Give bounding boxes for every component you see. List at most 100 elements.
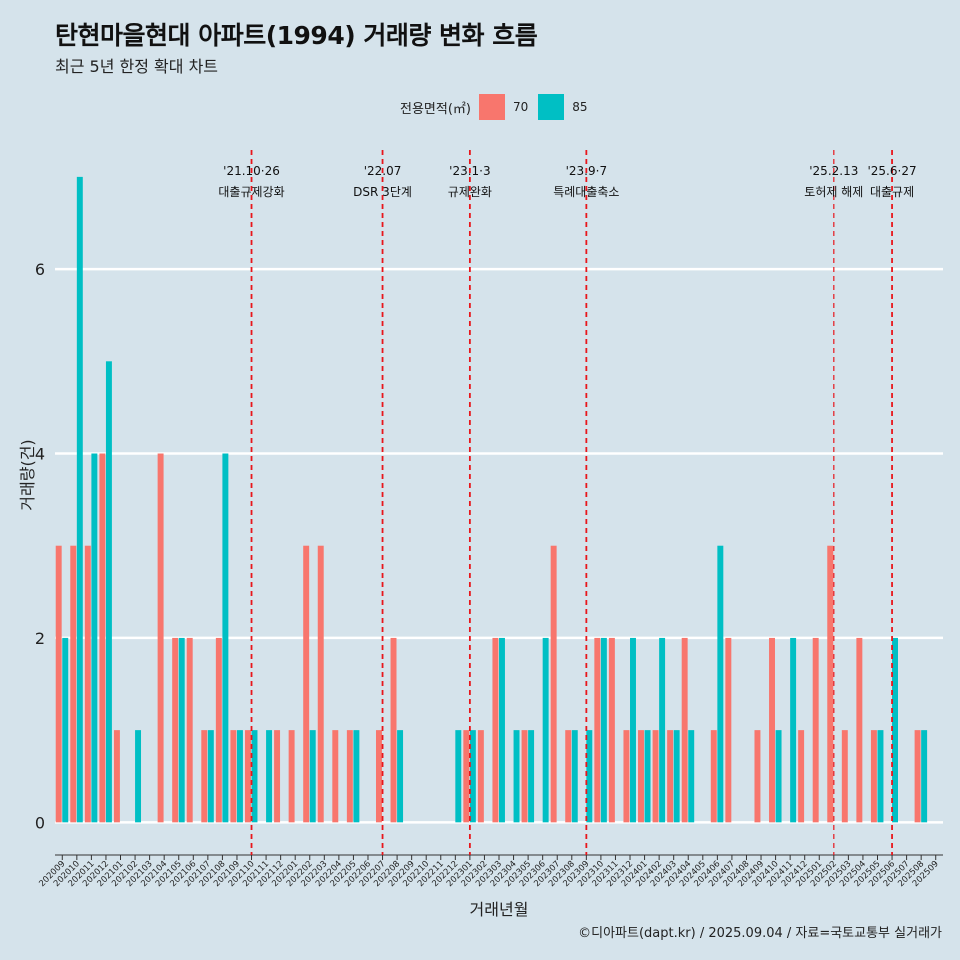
bar-70-202305 xyxy=(521,730,528,823)
bar-70-202107 xyxy=(201,730,208,823)
bar-85-202410 xyxy=(775,730,782,823)
bar-85-202401 xyxy=(644,730,651,823)
bar-70-202208 xyxy=(390,637,397,823)
event-name-label: 토허제 해제 xyxy=(804,185,863,199)
bar-70-202010 xyxy=(70,545,77,823)
event-name-label: DSR 3단계 xyxy=(353,185,412,199)
source-caption: ©디아파트(dapt.kr) / 2025.09.04 / 자료=국토교통부 실… xyxy=(578,926,942,941)
bar-85-202105 xyxy=(178,637,185,823)
bar-85-202110 xyxy=(251,730,258,823)
bar-70-202412 xyxy=(798,730,805,823)
bar-70-202106 xyxy=(186,637,193,823)
bar-85-202011 xyxy=(91,453,98,823)
bar-85-202404 xyxy=(688,730,695,823)
bar-70-202012 xyxy=(99,453,106,823)
bar-85-202111 xyxy=(266,730,273,823)
bar-70-202202 xyxy=(303,545,310,823)
bar-85-202012 xyxy=(105,361,112,823)
bar-85-202402 xyxy=(659,637,666,823)
bar-85-202010 xyxy=(76,176,83,823)
event-date-label: '23.1·3 xyxy=(449,164,490,178)
bar-70-202505 xyxy=(870,730,877,823)
bar-70-202303 xyxy=(492,637,499,823)
bar-85-202102 xyxy=(135,730,142,823)
bar-85-202301 xyxy=(469,730,476,823)
bar-85-202310 xyxy=(600,637,607,823)
bar-70-202105 xyxy=(172,637,179,823)
bar-70-202109 xyxy=(230,730,237,823)
bar-70-202406 xyxy=(710,730,717,823)
bar-85-202506 xyxy=(892,637,898,823)
bar-85-202308 xyxy=(571,730,578,823)
event-date-label: '21.10·26 xyxy=(223,164,280,178)
bar-70-202409 xyxy=(754,730,761,823)
bar-70-202101 xyxy=(113,730,120,823)
bar-70-202503 xyxy=(841,730,848,823)
bar-85-202108 xyxy=(222,453,229,823)
bar-85-202107 xyxy=(207,730,214,823)
bar-70-202203 xyxy=(317,545,324,823)
bar-70-202110 xyxy=(244,730,251,823)
bar-70-202312 xyxy=(623,730,630,823)
chart-subtitle: 최근 5년 한정 확대 차트 xyxy=(55,57,219,76)
bar-70-202310 xyxy=(594,637,601,823)
y-tick-label: 4 xyxy=(35,445,45,464)
bar-70-202011 xyxy=(84,545,91,823)
bar-70-202403 xyxy=(667,730,674,823)
bar-85-202306 xyxy=(542,637,549,823)
event-date-label: '23.9·7 xyxy=(566,164,607,178)
bar-70-202504 xyxy=(856,637,863,823)
bar-85-202205 xyxy=(353,730,360,823)
event-date-label: '25.6·27 xyxy=(867,164,916,178)
bar-70-202404 xyxy=(681,637,688,823)
bar-70-202009 xyxy=(55,545,62,823)
bar-85-202009 xyxy=(62,637,69,823)
bar-70-202308 xyxy=(565,730,572,823)
y-tick-label: 0 xyxy=(35,813,45,832)
bar-85-202309 xyxy=(586,730,593,823)
legend-label-70: 70 xyxy=(512,100,529,114)
event-date-label: '22.07 xyxy=(364,164,402,178)
bar-85-202304 xyxy=(513,730,520,823)
legend-key-85 xyxy=(538,94,565,120)
bar-85-202312 xyxy=(630,637,636,823)
legend-label-85: 85 xyxy=(572,100,588,114)
bar-85-202202 xyxy=(309,730,316,823)
bar-85-202303 xyxy=(499,637,505,823)
bar-70-202301 xyxy=(463,730,470,823)
bar-70-202205 xyxy=(346,730,353,823)
bar-85-202406 xyxy=(717,545,724,823)
bar-70-202104 xyxy=(157,453,164,823)
legend-key-70 xyxy=(478,94,505,120)
legend-title: 전용면적(㎡) xyxy=(400,101,471,117)
bar-70-202501 xyxy=(812,637,819,823)
bar-70-202401 xyxy=(638,730,644,823)
bar-85-202411 xyxy=(790,637,797,823)
bar-70-202407 xyxy=(725,637,732,823)
y-tick-label: 6 xyxy=(35,260,45,279)
bar-85-202208 xyxy=(397,730,404,823)
bar-85-202403 xyxy=(673,730,680,823)
bar-70-202502 xyxy=(827,545,834,823)
bar-70-202307 xyxy=(550,545,557,823)
event-name-label: 특례대출축소 xyxy=(553,185,619,199)
bar-70-202302 xyxy=(477,730,484,823)
event-name-label: 대출규제 xyxy=(870,185,914,199)
bar-85-202212 xyxy=(455,730,462,823)
event-name-label: 대출규제강화 xyxy=(218,185,284,199)
bar-70-202508 xyxy=(914,730,921,823)
event-date-label: '25.2.13 xyxy=(809,164,858,178)
event-name-label: 규제완화 xyxy=(448,185,492,199)
bar-70-202207 xyxy=(375,730,382,823)
bar-85-202508 xyxy=(921,730,928,823)
y-tick-label: 2 xyxy=(35,629,45,648)
legend: 전용면적(㎡) 70 85 xyxy=(400,93,598,121)
bar-85-202305 xyxy=(528,730,535,823)
x-axis-title: 거래년월 xyxy=(470,900,529,919)
bar-85-202109 xyxy=(236,730,243,823)
bar-70-202204 xyxy=(332,730,339,823)
bar-70-202108 xyxy=(215,637,222,823)
bar-70-202201 xyxy=(288,730,295,823)
bar-70-202410 xyxy=(769,637,775,823)
bar-85-202505 xyxy=(877,730,884,823)
